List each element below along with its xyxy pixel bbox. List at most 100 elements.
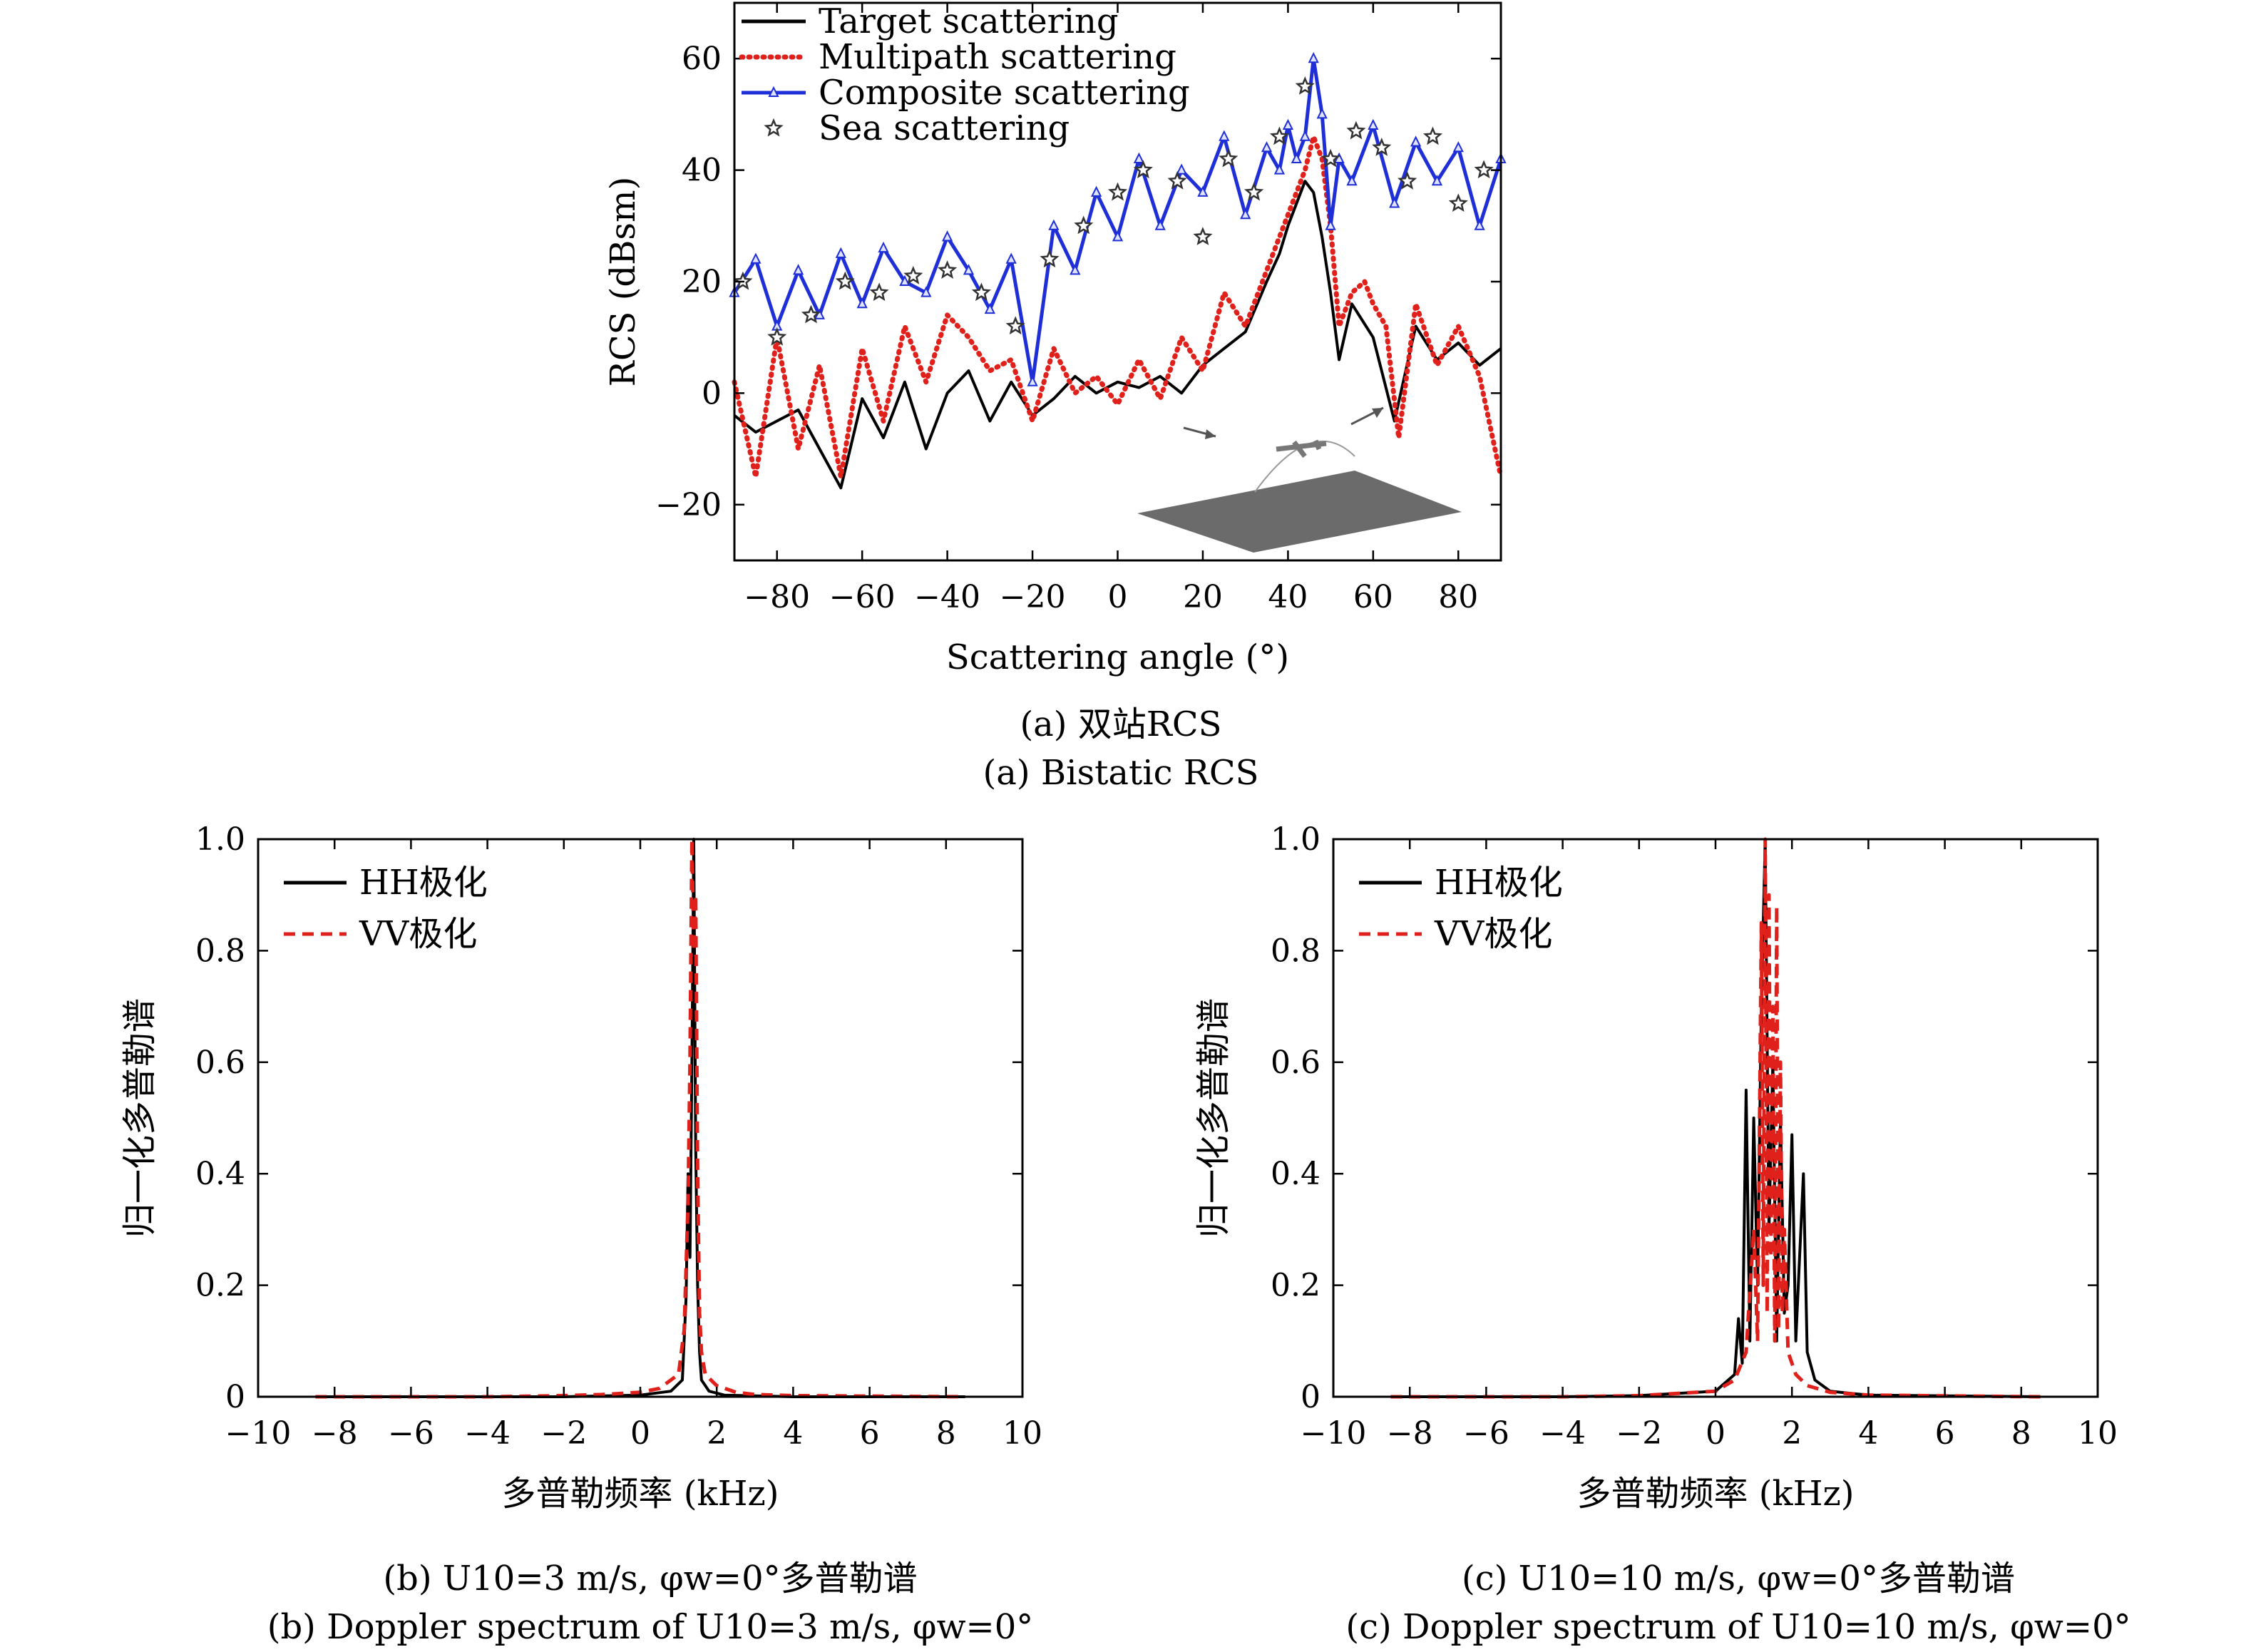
x-tick-label: 6 [1935, 1415, 1955, 1452]
x-axis-label: 多普勒频率 (kHz) [502, 1474, 779, 1514]
x-axis-label: 多普勒频率 (kHz) [1577, 1474, 1855, 1514]
composite-scattering-point [1112, 230, 1124, 242]
sea-scattering-point [1005, 316, 1025, 335]
x-tick-label: −8 [1387, 1415, 1433, 1452]
sea-scattering-point [1167, 170, 1187, 190]
composite-scattering-point [750, 252, 762, 264]
y-tick-label: −20 [655, 487, 722, 523]
legend-label: Multipath scattering [819, 37, 1176, 77]
y-tick-label: 0.4 [195, 1156, 245, 1192]
caption-c-en: (c) Doppler spectrum of U10=10 m/s, φw=0… [1345, 1607, 2130, 1647]
x-tick-label: 2 [707, 1415, 727, 1452]
x-tick-label: 8 [936, 1415, 956, 1452]
sea-scattering-point [903, 265, 923, 284]
composite-scattering-point [1048, 219, 1060, 230]
sea-scattering-point [835, 271, 855, 290]
sea-scattering-point [1398, 170, 1417, 190]
x-tick-label: 40 [1268, 579, 1308, 615]
sea-scattering-point [869, 282, 889, 302]
x-tick-label: 2 [1782, 1415, 1802, 1452]
series-line-1 [1390, 837, 2041, 1399]
series-line-1 [315, 837, 965, 1399]
composite-scattering-point [1368, 118, 1379, 130]
composite-scattering-point [1261, 141, 1273, 153]
x-tick-label: −4 [1539, 1415, 1586, 1452]
composite-scattering-point [1005, 252, 1017, 264]
x-tick-label: 6 [860, 1415, 880, 1452]
composite-scattering-point [1070, 264, 1081, 275]
x-tick-label: −8 [312, 1415, 358, 1452]
series-line-1 [732, 134, 1504, 480]
y-axis-label: RCS (dBsm) [603, 177, 643, 387]
x-tick-label: −6 [1463, 1415, 1509, 1452]
composite-scattering-point [1389, 197, 1400, 208]
x-tick-label: 0 [630, 1415, 650, 1452]
composite-scattering-point [1431, 174, 1443, 186]
sea-scattering-point [1243, 182, 1264, 201]
y-tick-label: 1.0 [195, 821, 245, 858]
x-tick-label: −80 [744, 579, 810, 615]
legend-label: Composite scattering [819, 73, 1190, 113]
composite-scattering-point [963, 264, 975, 275]
composite-scattering-point [878, 241, 889, 253]
sea-surface-inset [1137, 471, 1462, 553]
composite-scattering-point [1346, 174, 1358, 186]
composite-scattering-point [1316, 108, 1328, 119]
caption-b-en: (b) Doppler spectrum of U10=3 m/s, φw=0° [267, 1607, 1034, 1647]
x-tick-label: 8 [2011, 1415, 2031, 1452]
scatter-arrowhead-inset [1372, 408, 1383, 418]
composite-scattering-point [1219, 130, 1230, 141]
composite-scattering-point [1282, 118, 1294, 130]
caption-a-cn: (a) 双站RCS [1020, 704, 1221, 744]
composite-scattering-point [1133, 152, 1145, 163]
composite-scattering-point [941, 230, 953, 242]
composite-scattering-point [1474, 219, 1485, 230]
x-tick-label: 0 [1108, 579, 1128, 615]
sea-scattering-point [1346, 120, 1366, 140]
composite-scattering-point [899, 275, 911, 286]
x-tick-label: −2 [1616, 1415, 1662, 1452]
x-tick-label: −20 [1000, 579, 1066, 615]
sea-scattering-point [1074, 215, 1094, 235]
sea-scattering-point [971, 282, 991, 302]
y-tick-label: 0 [1301, 1379, 1321, 1415]
composite-scattering-point [1452, 141, 1464, 153]
y-tick-label: 0.2 [195, 1268, 245, 1304]
composite-scattering-point [1299, 130, 1311, 141]
sea-scattering-point [1107, 182, 1128, 201]
legend-label: Sea scattering [819, 108, 1070, 148]
caption-a-en: (a) Bistatic RCS [983, 753, 1258, 793]
legend-label: VV极化 [1434, 914, 1552, 954]
incident-arrowhead-inset [1205, 429, 1216, 439]
x-tick-label: −40 [914, 579, 980, 615]
composite-scattering-point [1308, 51, 1319, 63]
composite-scattering-point [1176, 163, 1187, 175]
panel-c: −10 −8 −6 −4 −2 0 2 4 6 8 10 0 0.2 0.4 0.6 0.8 1.0 多普勒频率 … [1194, 821, 2118, 1514]
caption-b-cn: (b) U10=3 m/s, φw=0°多普勒谱 [383, 1559, 917, 1599]
composite-scattering-point [1197, 185, 1209, 197]
legend-label: Target scattering [819, 1, 1119, 41]
sea-scattering-point [1474, 160, 1494, 179]
x-tick-label: 10 [2078, 1415, 2118, 1452]
composite-scattering-point [1027, 375, 1038, 386]
series-line-0 [1390, 838, 2041, 1398]
composite-scattering-point [1325, 219, 1336, 230]
composite-scattering-point [1240, 207, 1251, 220]
x-tick-label: −60 [829, 579, 896, 615]
series-line-2 [732, 56, 1503, 384]
sea-scattering-point [1269, 126, 1289, 145]
caption-c-cn: (c) U10=10 m/s, φw=0°多普勒谱 [1462, 1559, 2015, 1599]
composite-scattering-point [1273, 163, 1286, 175]
panel-a: −80 −60 −40 −20 0 20 40 60 80 −20 0 20 40 60 Scatterin… [603, 1, 1507, 677]
sea-scattering-point [1372, 138, 1392, 156]
composite-scattering-point [835, 247, 846, 258]
x-tick-label: 4 [783, 1415, 803, 1452]
x-tick-label: −6 [388, 1415, 434, 1452]
y-axis-label: 归一化多普勒谱 [1194, 998, 1234, 1238]
sea-scattering-point [1040, 249, 1060, 268]
y-tick-label: 0.6 [1271, 1045, 1321, 1081]
sea-scattering-point [1448, 193, 1468, 212]
x-tick-label: −10 [1301, 1415, 1367, 1452]
x-tick-label: 20 [1183, 579, 1223, 615]
x-tick-label: 80 [1438, 579, 1478, 615]
